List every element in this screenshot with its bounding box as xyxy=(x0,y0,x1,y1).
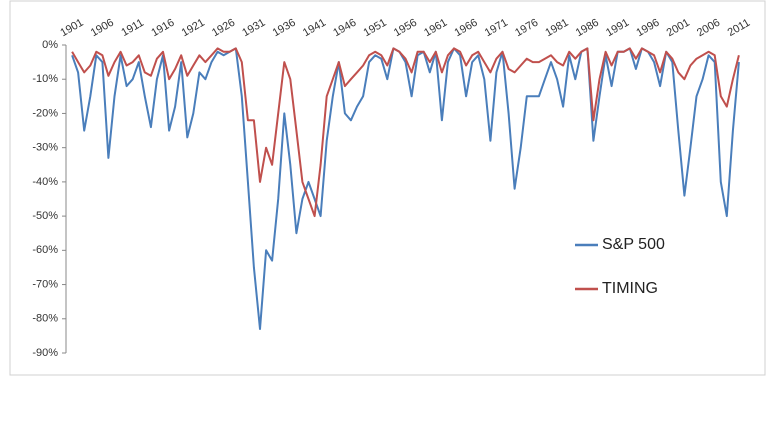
y-tick-label: 0% xyxy=(42,39,58,51)
y-tick-label: -90% xyxy=(32,347,58,359)
y-tick-label: -50% xyxy=(32,210,58,222)
legend-label: TIMING xyxy=(602,280,658,297)
legend-label: S&P 500 xyxy=(602,236,665,253)
y-tick-label: -40% xyxy=(32,176,58,188)
y-tick-label: -60% xyxy=(32,244,58,256)
series-line xyxy=(71,47,740,218)
y-tick-label: -10% xyxy=(32,73,58,85)
y-tick-label: -80% xyxy=(32,313,58,325)
y-tick-label: -30% xyxy=(32,142,58,154)
y-tick-label: -20% xyxy=(32,107,58,119)
y-tick-label: -70% xyxy=(32,278,58,290)
